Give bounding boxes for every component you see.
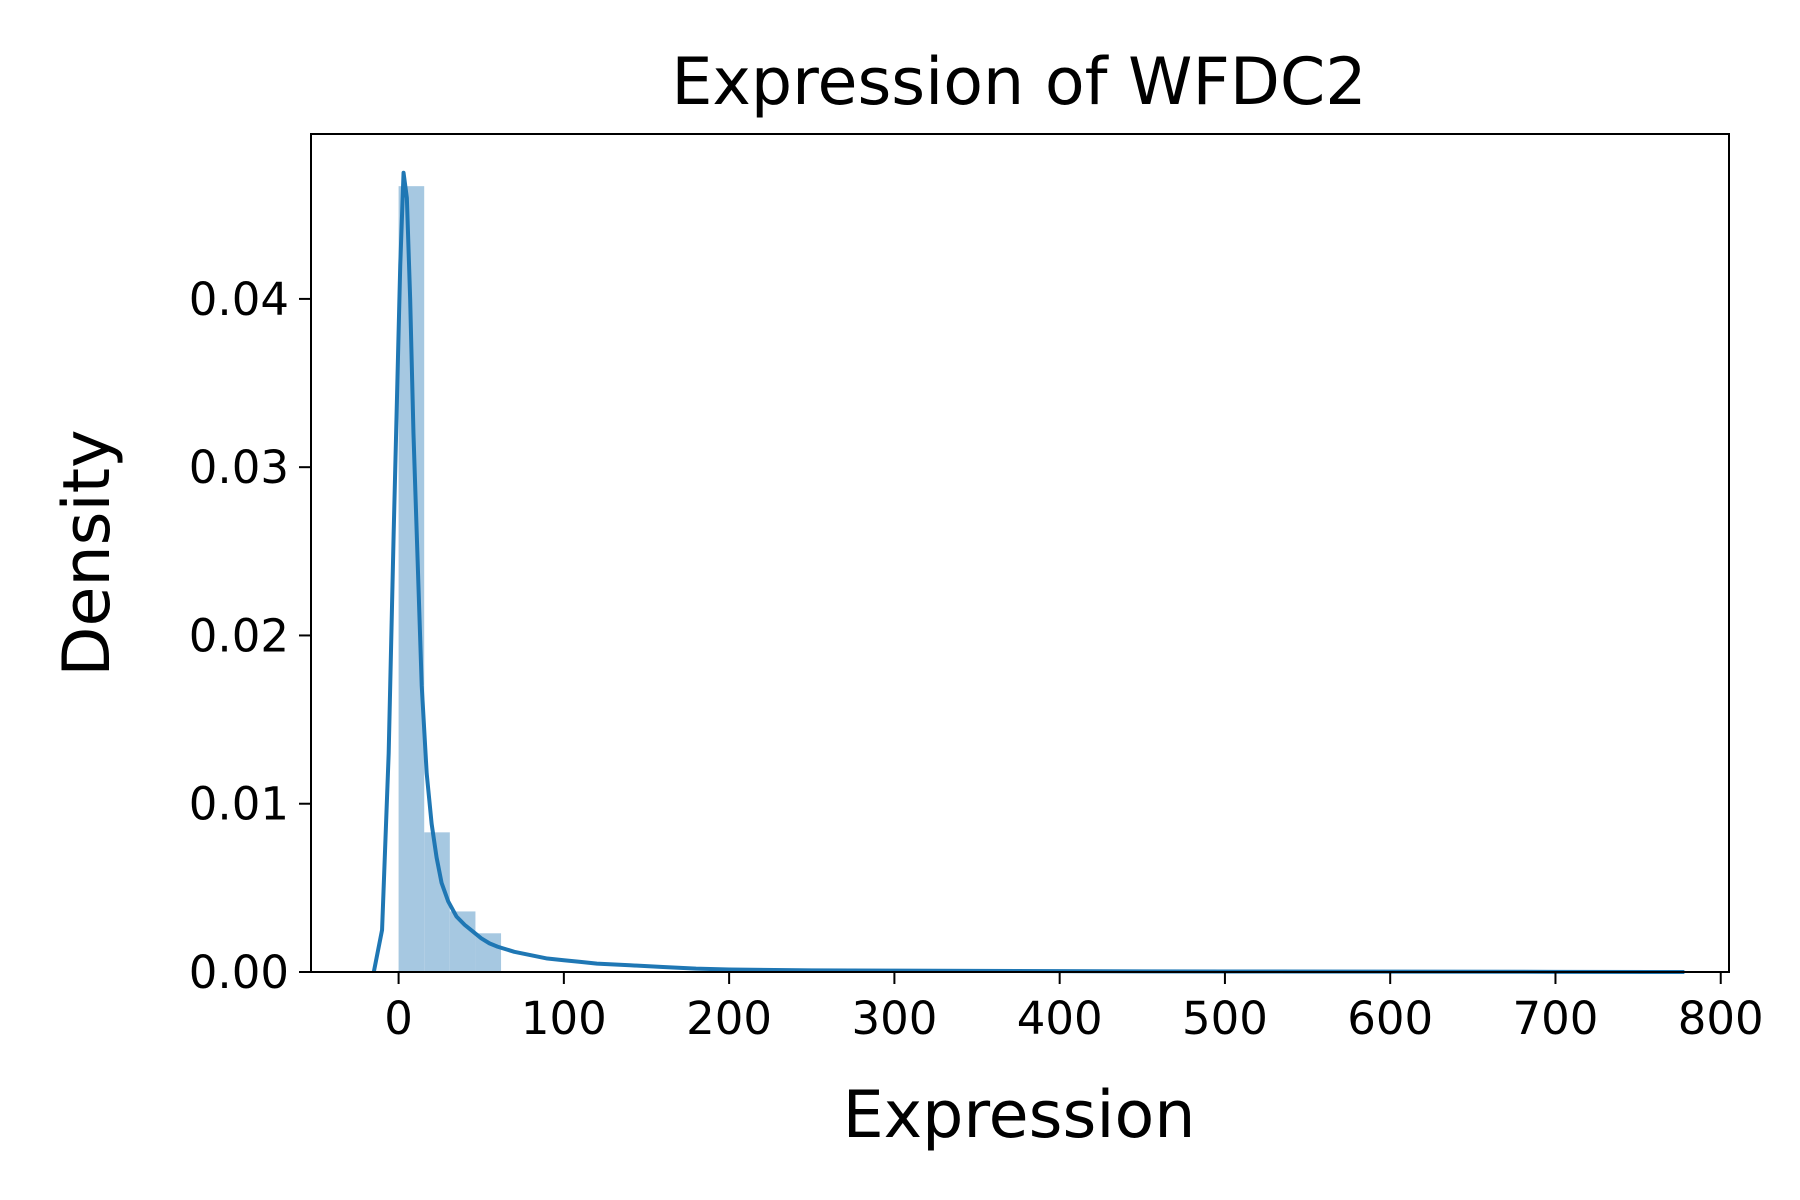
x-tick-label: 500 [1182,992,1268,1045]
y-tick-label: 0.03 [189,441,289,494]
x-tick-label: 700 [1513,992,1599,1045]
x-axis: 0 100 200 300 400 500 600 700 800 [384,972,1764,1045]
x-tick-label: 600 [1347,992,1433,1045]
x-axis-label: Expression [843,1078,1196,1153]
y-tick-label: 0.00 [189,946,289,999]
y-axis: 0.00 0.01 0.02 0.03 0.04 [189,273,311,999]
y-tick-label: 0.04 [189,273,289,326]
x-tick-label: 0 [384,992,413,1045]
x-tick-label: 800 [1678,992,1764,1045]
chart-title: Expression of WFDC2 [671,45,1366,120]
plot-area [371,170,1685,974]
kde-line [371,170,1685,974]
y-tick-label: 0.01 [189,778,289,831]
x-tick-label: 300 [851,992,937,1045]
y-axis-label: Density [50,429,125,676]
x-tick-label: 200 [686,992,772,1045]
x-tick-label: 100 [521,992,607,1045]
x-tick-label: 400 [1017,992,1103,1045]
plot-frame [310,133,1730,973]
histogram-bar [475,933,502,972]
y-tick-label: 0.02 [189,609,289,662]
